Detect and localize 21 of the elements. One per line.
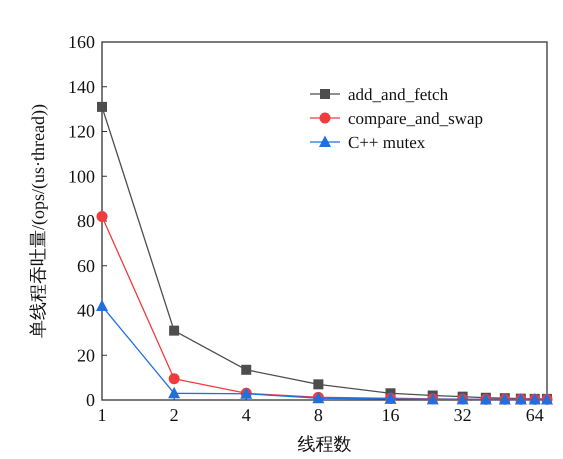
- y-tick-label: 20: [77, 345, 95, 366]
- y-tick-label: 100: [68, 166, 95, 186]
- y-tick-label: 60: [77, 256, 95, 276]
- x-tick-label: 32: [454, 405, 472, 425]
- legend-label: compare_and_swap: [348, 109, 484, 128]
- x-tick-label: 2: [170, 405, 179, 425]
- y-tick-label: 0: [86, 390, 95, 410]
- y-tick-label: 40: [77, 300, 95, 320]
- legend-label: add_and_fetch: [348, 85, 449, 104]
- x-tick-label: 16: [381, 405, 400, 425]
- x-tick-label: 1: [98, 405, 106, 425]
- x-tick-label: 8: [314, 405, 323, 425]
- x-tick-label: 64: [526, 405, 544, 425]
- y-tick-label: 120: [68, 122, 95, 142]
- x-tick-label: 4: [242, 405, 251, 425]
- y-tick-label: 140: [68, 76, 95, 97]
- legend-label: C++ mutex: [348, 133, 426, 152]
- y-tick-label: 80: [77, 211, 95, 231]
- y-axis-title: 单线程吞吐量/(ops/(us·thread)): [28, 104, 48, 338]
- x-axis-title: 线程数: [298, 434, 352, 454]
- y-tick-label: 160: [68, 32, 95, 52]
